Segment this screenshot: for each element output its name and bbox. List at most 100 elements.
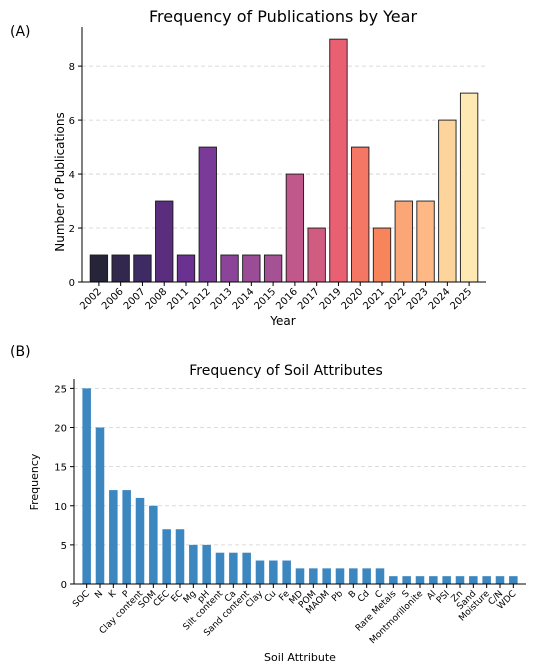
x-tick-label: C	[374, 589, 386, 601]
x-tick-label: S	[401, 589, 412, 600]
chart-b-title: Frequency of Soil Attributes	[189, 363, 383, 379]
bar	[469, 576, 478, 584]
bar	[95, 427, 105, 584]
bar	[242, 254, 261, 283]
bar	[375, 568, 385, 584]
x-tick-label: 2023	[405, 286, 431, 312]
bar	[220, 254, 239, 283]
chart-b-x-label: Soil Attribute	[264, 651, 336, 664]
bar	[309, 568, 318, 584]
x-tick-label: 2016	[274, 286, 300, 312]
chart-a-axes	[81, 27, 486, 283]
bar	[149, 505, 158, 584]
bar	[362, 568, 371, 584]
bar	[455, 576, 465, 584]
bar	[372, 227, 392, 283]
chart-b-gridlines	[74, 387, 526, 546]
x-tick-label: 2013	[209, 286, 235, 312]
x-tick-label: 2011	[165, 286, 191, 312]
y-tick-label: 0	[69, 278, 75, 289]
x-tick-label: 2002	[78, 286, 104, 312]
x-tick-label: 2024	[427, 286, 453, 312]
chart-b: (B) Frequency of Soil Attributes 0 5 10 15 2…	[10, 344, 526, 664]
chart-a-x-ticks: 2002200620072008201120122013201420152016…	[78, 282, 474, 312]
bar	[495, 576, 505, 584]
x-tick-label: Cu	[263, 589, 279, 605]
bar	[89, 254, 109, 283]
bar	[402, 576, 411, 584]
x-tick-label: Pb	[330, 589, 345, 604]
chart-b-bars	[82, 388, 518, 584]
chart-a: (A) Frequency of Publications by Year 02…	[10, 7, 486, 328]
bar	[198, 146, 217, 283]
bar	[335, 568, 345, 584]
bar	[429, 576, 438, 584]
bar	[322, 568, 331, 584]
chart-a-bars	[89, 38, 479, 283]
x-tick-label: SOC	[71, 589, 92, 610]
chart-a-x-label: Year	[269, 314, 295, 328]
x-tick-label: 2014	[231, 286, 257, 312]
chart-b-y-ticks: 0 5 10 15 20 25	[54, 384, 74, 591]
chart-a-title: Frequency of Publications by Year	[149, 7, 417, 26]
x-tick-label: 2015	[252, 286, 278, 312]
x-tick-label: 2007	[122, 286, 148, 312]
x-tick-label: 2022	[383, 286, 409, 312]
bar	[351, 146, 370, 283]
bar	[394, 200, 413, 283]
x-tick-label: K	[107, 588, 119, 600]
x-tick-label: 2008	[144, 286, 170, 312]
bar	[155, 200, 174, 283]
x-tick-label: 2020	[340, 286, 366, 312]
bar	[242, 552, 251, 584]
y-tick-label: 15	[54, 463, 67, 474]
x-tick-label: CEC	[152, 589, 172, 609]
x-tick-label: 2021	[361, 286, 387, 312]
bar	[269, 560, 278, 584]
bar	[459, 92, 479, 283]
chart-a-y-label: Number of Publications	[53, 112, 67, 252]
bar	[133, 254, 152, 283]
y-tick-label: 10	[54, 502, 67, 513]
bar	[135, 497, 145, 584]
y-tick-label: 8	[69, 62, 75, 73]
x-tick-label: B	[347, 589, 358, 600]
x-tick-label: 2017	[296, 286, 322, 312]
bar	[255, 560, 265, 584]
bar	[349, 568, 358, 584]
x-tick-label: N	[93, 589, 105, 601]
bar	[282, 560, 291, 584]
bar	[109, 490, 118, 584]
bar	[263, 254, 283, 283]
x-tick-label: 2012	[187, 286, 213, 312]
bar	[215, 552, 225, 584]
chart-a-y-ticks: 0 2 4 6 8	[69, 62, 82, 289]
bar	[122, 490, 131, 584]
bar	[307, 227, 326, 283]
bar	[285, 173, 305, 283]
x-tick-label: 2025	[448, 286, 474, 312]
bar	[162, 529, 171, 584]
panel-label-b: (B)	[10, 344, 31, 360]
y-tick-label: 5	[61, 541, 67, 552]
x-tick-label: Cd	[356, 589, 372, 605]
x-tick-label: 2019	[318, 286, 344, 312]
y-tick-label: 20	[54, 424, 67, 435]
y-tick-label: 0	[61, 580, 67, 591]
y-tick-label: 6	[69, 116, 75, 127]
bar	[202, 544, 211, 584]
bar	[509, 576, 518, 584]
x-tick-label: Clay content	[98, 589, 146, 637]
chart-b-y-label: Frequency	[28, 453, 41, 510]
x-tick-label: P	[121, 589, 132, 600]
bar	[389, 576, 398, 584]
x-tick-label: 2006	[100, 286, 126, 312]
y-tick-label: 4	[69, 170, 75, 181]
y-tick-label: 25	[54, 384, 67, 395]
bar	[175, 529, 185, 584]
bar	[111, 254, 130, 283]
y-tick-label: 2	[69, 224, 75, 235]
bar	[176, 254, 196, 283]
